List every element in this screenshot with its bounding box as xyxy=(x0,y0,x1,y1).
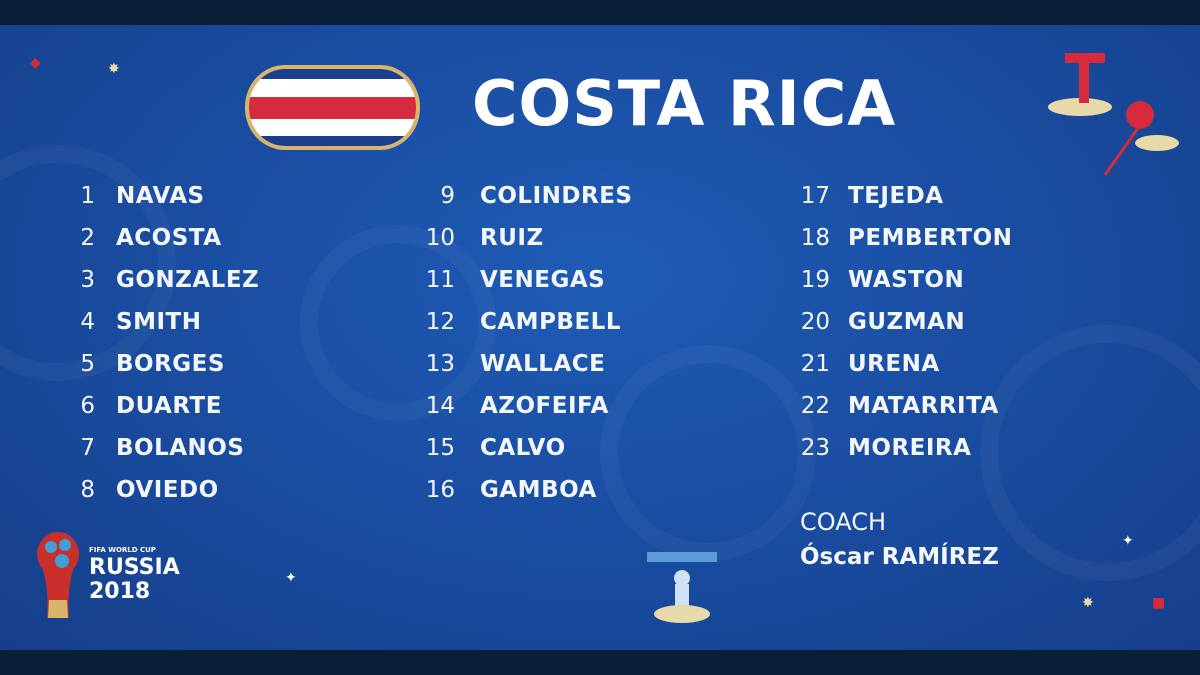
player-row: 13 WALLACE xyxy=(415,349,605,379)
player-number: 21 xyxy=(800,351,830,377)
coach-label: COACH xyxy=(800,508,887,536)
player-name: ACOSTA xyxy=(116,225,222,251)
player-name: VENEGAS xyxy=(480,267,606,293)
player-number: 19 xyxy=(800,267,830,293)
player-number: 13 xyxy=(425,351,455,377)
player-number: 4 xyxy=(80,309,95,335)
player-number: 23 xyxy=(800,435,830,461)
player-name: WALLACE xyxy=(480,351,606,377)
player-name: NAVAS xyxy=(116,183,205,209)
player-name: SMITH xyxy=(116,309,202,335)
player-name: BOLANOS xyxy=(116,435,245,461)
player-row: 6 DUARTE xyxy=(55,391,221,421)
player-row: 14 AZOFEIFA xyxy=(415,391,609,421)
player-row: 3 GONZALEZ xyxy=(55,265,258,295)
star-icon: ◆ xyxy=(30,55,41,71)
player-name: MOREIRA xyxy=(848,435,972,461)
player-name: URENA xyxy=(848,351,940,377)
player-row: 23 MOREIRA xyxy=(790,433,971,463)
logo-country: RUSSIA xyxy=(89,555,180,580)
player-row: 8 OVIEDO xyxy=(55,475,218,505)
player-number: 15 xyxy=(425,435,455,461)
player-number: 14 xyxy=(425,393,455,419)
player-number: 16 xyxy=(425,477,455,503)
decorative-figures-icon xyxy=(1048,53,1179,176)
coach-name: Óscar RAMÍREZ xyxy=(800,544,999,570)
player-row: 7 BOLANOS xyxy=(55,433,244,463)
player-name: OVIEDO xyxy=(116,477,219,503)
player-row: 5 BORGES xyxy=(55,349,224,379)
flag-stripe xyxy=(249,69,416,79)
player-row: 1 NAVAS xyxy=(55,181,204,211)
player-row: 2 ACOSTA xyxy=(55,223,221,253)
player-row: 12 CAMPBELL xyxy=(415,307,621,337)
flag-stripe xyxy=(249,97,416,119)
team-title: COSTA RICA xyxy=(472,67,897,140)
player-row: 4 SMITH xyxy=(55,307,201,337)
player-number: 1 xyxy=(80,183,95,209)
player-name: CAMPBELL xyxy=(480,309,621,335)
star-icon: ✦ xyxy=(285,570,297,586)
star-icon: ✦ xyxy=(1122,533,1134,549)
player-number: 2 xyxy=(80,225,95,251)
player-number: 7 xyxy=(80,435,95,461)
player-number: 9 xyxy=(440,183,455,209)
flag-stripe xyxy=(249,136,416,146)
star-icon: ✸ xyxy=(1082,595,1094,611)
player-name: CALVO xyxy=(480,435,566,461)
star-icon: ✸ xyxy=(108,61,120,77)
player-name: GAMBOA xyxy=(480,477,597,503)
player-number: 6 xyxy=(80,393,95,419)
player-number: 17 xyxy=(800,183,830,209)
player-row: 9 COLINDRES xyxy=(415,181,632,211)
world-cup-trophy-icon xyxy=(37,532,79,618)
player-number: 18 xyxy=(800,225,830,251)
logo-subtitle: FIFA WORLD CUP xyxy=(89,546,156,554)
player-number: 10 xyxy=(425,225,455,251)
player-name: AZOFEIFA xyxy=(480,393,609,419)
player-row: 20 GUZMAN xyxy=(790,307,965,337)
player-name: GONZALEZ xyxy=(116,267,260,293)
background-pattern xyxy=(600,345,816,561)
background-pattern xyxy=(980,325,1200,581)
decorative-player-icon xyxy=(647,552,717,623)
logo-year: 2018 xyxy=(89,579,151,604)
star-icon: ■ xyxy=(1152,595,1166,611)
player-name: MATARRITA xyxy=(848,393,999,419)
player-name: GUZMAN xyxy=(848,309,966,335)
player-name: PEMBERTON xyxy=(848,225,1013,251)
player-name: WASTON xyxy=(848,267,965,293)
player-row: 11 VENEGAS xyxy=(415,265,605,295)
logo-title: RUSSIA 2018 xyxy=(89,556,180,604)
background-pattern xyxy=(300,225,496,421)
player-row: 19 WASTON xyxy=(790,265,964,295)
costa-rica-flag xyxy=(245,65,420,150)
player-name: COLINDRES xyxy=(480,183,633,209)
player-row: 17 TEJEDA xyxy=(790,181,943,211)
player-number: 11 xyxy=(425,267,455,293)
player-name: RUIZ xyxy=(480,225,544,251)
player-name: BORGES xyxy=(116,351,225,377)
player-number: 5 xyxy=(80,351,95,377)
player-number: 20 xyxy=(800,309,830,335)
player-name: DUARTE xyxy=(116,393,222,419)
player-row: 15 CALVO xyxy=(415,433,565,463)
player-name: TEJEDA xyxy=(848,183,944,209)
player-row: 16 GAMBOA xyxy=(415,475,597,505)
player-row: 18 PEMBERTON xyxy=(790,223,1012,253)
player-number: 3 xyxy=(80,267,95,293)
player-row: 21 URENA xyxy=(790,349,939,379)
player-row: 10 RUIZ xyxy=(415,223,543,253)
player-number: 12 xyxy=(425,309,455,335)
player-number: 8 xyxy=(80,477,95,503)
player-number: 22 xyxy=(800,393,830,419)
player-row: 22 MATARRITA xyxy=(790,391,999,421)
team-banner: COSTA RICA 1 NAVAS 2 ACOSTA 3 GONZALEZ 4 SMITH 5… xyxy=(0,25,1200,650)
